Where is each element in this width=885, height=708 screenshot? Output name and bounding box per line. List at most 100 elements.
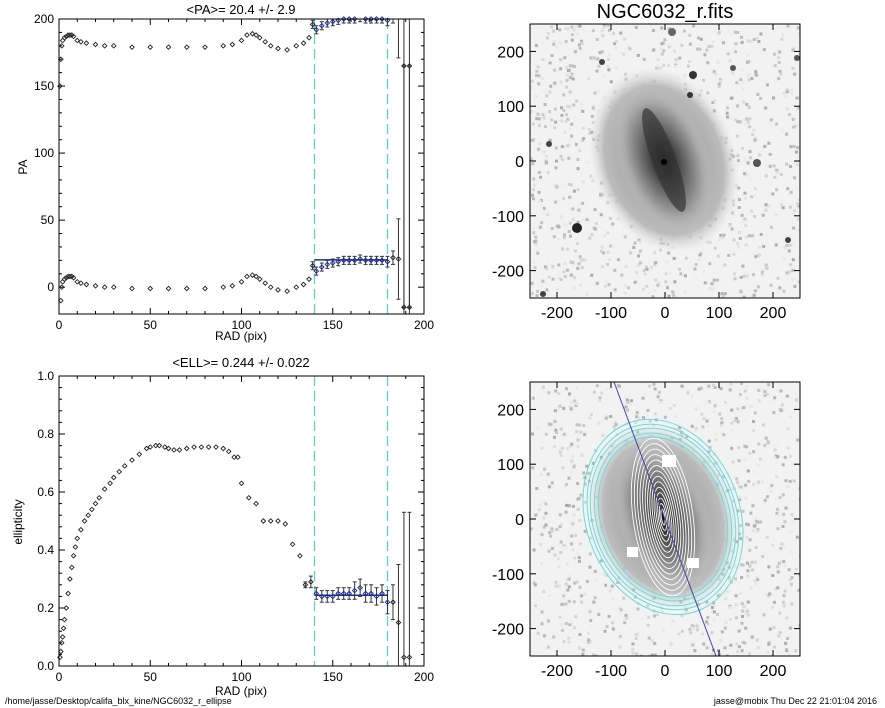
pa-x-tick-label: 50 — [144, 318, 158, 332]
pa-data-point — [262, 38, 269, 45]
ellipticity-data-point — [143, 445, 150, 452]
pa-data-point — [78, 280, 84, 286]
pa-data-point — [65, 273, 71, 280]
ellipticity-plot-frame — [58, 375, 425, 667]
pa-data-point — [313, 26, 320, 33]
position-angle-line — [613, 382, 717, 656]
inner-isophote-contour — [642, 459, 684, 575]
ellipticity-data-point — [176, 447, 183, 453]
galaxy-image-y-tick-label: 0 — [515, 154, 524, 171]
ellipticity-ticks: 0 50 100 150 200 0.0 0.2 0.4 0.6 0.8 1.0 — [37, 369, 434, 684]
pa-data-point — [65, 32, 71, 38]
pa-y-tick-label: 200 — [34, 12, 54, 26]
pa-data-point — [324, 261, 331, 268]
pa-data-point — [244, 273, 250, 280]
ellipticity-data-point — [351, 587, 358, 594]
pa-data-point — [92, 41, 99, 48]
ellipticity-data-point — [220, 445, 227, 452]
ellipticity-data-point — [171, 447, 177, 453]
ellipticity-data-point — [231, 454, 238, 461]
ellipticity-data-point — [308, 579, 314, 585]
outer-isophote-contour — [589, 427, 737, 607]
ellipticity-data-point — [96, 494, 102, 501]
pa-data-point — [406, 304, 413, 311]
inner-isophote-contour — [658, 503, 668, 531]
pa-data-point — [256, 276, 263, 282]
ellipticity-data-point — [101, 486, 108, 492]
ellipticity-y-tick-label: 1.0 — [37, 369, 54, 383]
pa-data-point — [324, 20, 331, 26]
pa-data-point — [253, 273, 259, 280]
pa-data-point — [165, 44, 172, 50]
ellipticity-data-point — [152, 442, 159, 449]
ellipticity-data-point — [57, 648, 64, 655]
pa-data-point — [78, 38, 84, 45]
ellipse-fit-panel: -200 -100 0 100 200 -200 -100 0 100 200 — [492, 381, 801, 680]
pa-data-point — [318, 264, 325, 270]
ellipticity-data-point — [401, 654, 407, 661]
ellipticity-data-point — [267, 518, 274, 524]
ellipticity-data-point — [70, 552, 77, 559]
ellipticity-data-point — [183, 445, 190, 452]
ellipticity-data-point — [253, 500, 259, 507]
pa-data-point — [220, 42, 227, 49]
ellipticity-data-point — [162, 444, 168, 450]
inner-isophote-contour — [639, 454, 687, 580]
pa-data-point — [406, 63, 413, 69]
pa-data-point — [306, 34, 312, 41]
ellipticity-x-tick-label: 200 — [414, 670, 434, 684]
pa-data-point — [101, 284, 108, 291]
pa-data-point — [147, 44, 154, 50]
pa-data-point — [229, 41, 236, 48]
inner-isophote-contour — [633, 443, 693, 591]
ellipticity-data-points — [57, 442, 413, 667]
footer-path: /home/jasse/Desktop/califa_blx_kine/NGC6… — [5, 696, 232, 706]
pa-data-point — [390, 254, 396, 261]
ellipse-fit-x-tick-label: 0 — [661, 663, 670, 680]
ellipticity-panel-title: <ELL>= 0.244 +/- 0.022 — [172, 355, 309, 370]
ellipticity-y-tick-label: 0.2 — [37, 601, 54, 615]
ellipse-fit-frame — [529, 381, 801, 657]
ellipticity-data-point — [297, 552, 303, 559]
pa-data-point — [262, 280, 269, 286]
ellipse-fit-y-tick-label: 200 — [497, 402, 524, 419]
pa-x-tick-label: 200 — [414, 318, 434, 332]
ellipticity-y-tick-label: 0.4 — [37, 543, 54, 557]
galaxy-image-x-tick-label: 0 — [661, 305, 670, 322]
pa-data-point — [59, 278, 66, 285]
pa-panel: <PA>= 20.4 +/- 2.9 RAD (pix) PA 0 50 100 15… — [16, 2, 434, 343]
pa-data-points — [57, 16, 413, 315]
pa-data-point — [101, 42, 108, 49]
ellipticity-data-point — [65, 590, 71, 597]
inner-isophote-contour — [644, 465, 682, 569]
ellipticity-data-point — [57, 654, 63, 661]
pa-data-point — [92, 283, 99, 289]
pa-data-point — [284, 47, 290, 53]
ellipticity-data-point — [260, 518, 267, 524]
outer-isophote-contour — [597, 436, 729, 598]
pa-x-tick-label: 100 — [231, 318, 251, 332]
pa-data-point — [238, 37, 245, 44]
ellipticity-data-point — [238, 480, 245, 487]
ellipticity-data-point — [129, 457, 135, 463]
galaxy-image-x-tick-label: 100 — [706, 305, 733, 322]
inner-isophote-contour — [630, 437, 696, 597]
ellipticity-data-point — [245, 494, 252, 501]
pa-y-axis-label: PA — [16, 159, 30, 174]
pa-data-point — [318, 22, 325, 29]
inner-isophote-contour — [649, 475, 677, 559]
ellipse-fit-image — [530, 382, 800, 656]
pa-data-point — [83, 40, 90, 46]
ellipticity-data-point — [85, 512, 92, 519]
inner-isophote-contour — [653, 486, 673, 548]
ellipse-fit-y-tick-label: 100 — [497, 457, 524, 474]
ellipticity-x-tick-label: 0 — [56, 670, 63, 684]
ellipticity-data-point — [395, 619, 402, 626]
ellipticity-data-point — [147, 444, 154, 450]
pa-data-point — [401, 63, 407, 69]
galaxy-image-panel: NGC6032_r.fits — [492, 1, 801, 322]
ellipticity-data-point — [275, 518, 281, 524]
ellipticity-data-point — [92, 500, 99, 507]
pa-data-point — [293, 42, 300, 49]
